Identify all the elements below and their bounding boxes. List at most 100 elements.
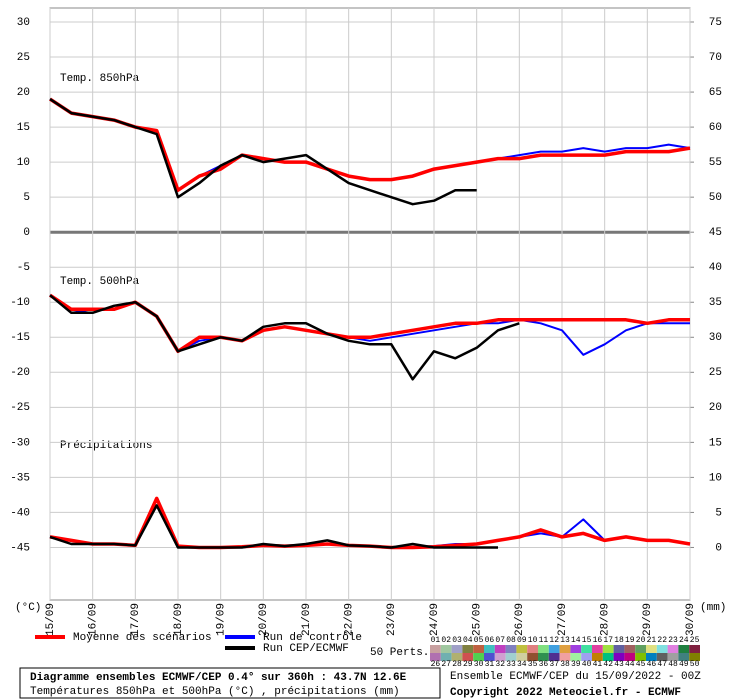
y-tick-label: 25 (17, 52, 30, 64)
x-tick-label: 15/09 (45, 603, 57, 636)
pert-label: 08 (506, 636, 516, 645)
pert-swatch (635, 645, 646, 653)
pert-swatch (430, 653, 441, 661)
pert-label: 29 (463, 660, 473, 669)
pert-swatch (430, 645, 441, 653)
pert-swatch (592, 653, 603, 661)
pert-label: 06 (485, 636, 495, 645)
pert-swatch (646, 645, 657, 653)
x-tick-label: 17/09 (130, 603, 142, 636)
perts-label: 50 Perts. (370, 647, 429, 659)
pert-swatch (548, 645, 560, 653)
pert-swatch (667, 645, 679, 653)
y-tick-label: 10 (17, 157, 30, 169)
pert-swatch (538, 645, 549, 653)
y-axis-label: (°C) (15, 602, 41, 614)
pert-label: 19 (625, 636, 635, 645)
pert-swatch (505, 653, 517, 661)
pert-label: 21 (647, 636, 657, 645)
x-tick-label: 26/09 (514, 603, 526, 636)
y-tick-label: -5 (17, 262, 30, 274)
pert-label: 18 (614, 636, 624, 645)
pert-label: 46 (647, 660, 657, 669)
pert-label: 24 (679, 636, 689, 645)
pert-label: 02 (441, 636, 451, 645)
panel-label: Temp. 850hPa (60, 73, 140, 85)
y-tick-label: 20 (17, 87, 30, 99)
y-tick-label: -30 (10, 437, 30, 449)
series-line (49, 98, 477, 206)
pert-label: 16 (593, 636, 603, 645)
x-tick-label: 19/09 (216, 603, 228, 636)
y-tick-label: 5 (23, 192, 30, 204)
series-line (49, 504, 498, 549)
pert-label: 17 (603, 636, 613, 645)
x-tick-label: 28/09 (600, 603, 612, 636)
pert-label: 12 (549, 636, 559, 645)
panel-label: Temp. 500hPa (60, 276, 140, 288)
pert-label: 34 (517, 660, 527, 669)
y-tick-label: 0 (23, 227, 30, 239)
pert-swatch (689, 645, 700, 653)
x-tick-label: 24/09 (429, 603, 441, 636)
pert-label: 49 (679, 660, 689, 669)
x-tick-label: 22/09 (344, 603, 356, 636)
panel-label: Précipitations (60, 440, 152, 452)
x-tick-label: 25/09 (472, 603, 484, 636)
pert-swatch (667, 653, 679, 661)
pert-label: 01 (431, 636, 441, 645)
pert-swatch (494, 653, 506, 661)
pert-swatch (473, 645, 484, 653)
pert-label: 15 (582, 636, 592, 645)
y2-axis-label: (mm) (700, 602, 726, 614)
pert-swatch (592, 645, 603, 653)
pert-label: 20 (636, 636, 646, 645)
y-tick-label: 15 (17, 122, 30, 134)
x-tick-label: 16/09 (88, 603, 100, 636)
y-tick-label: 30 (17, 17, 30, 29)
pert-swatch (624, 653, 636, 661)
pert-label: 10 (528, 636, 538, 645)
footer-title: Diagramme ensembles ECMWF/CEP 0.4° sur 3… (30, 672, 407, 684)
y2-tick-label: 70 (709, 52, 722, 64)
x-tick-label: 21/09 (301, 603, 313, 636)
pert-label: 27 (441, 660, 451, 669)
pert-label: 36 (539, 660, 549, 669)
pert-label: 41 (593, 660, 603, 669)
y2-tick-label: 40 (709, 262, 722, 274)
pert-swatch (440, 653, 452, 661)
series-line (49, 294, 520, 381)
legend-label: Run de contrôle (263, 632, 362, 644)
pert-label: 23 (668, 636, 678, 645)
y2-tick-label: 55 (709, 157, 722, 169)
pert-swatch (451, 645, 463, 653)
pert-label: 22 (657, 636, 667, 645)
pert-label: 33 (506, 660, 516, 669)
y-tick-label: -15 (10, 332, 30, 344)
pert-swatch (484, 653, 495, 661)
footer-copyright: Copyright 2022 Meteociel.fr - ECMWF (450, 687, 681, 699)
y2-tick-label: 45 (709, 227, 722, 239)
pert-label: 32 (495, 660, 505, 669)
x-tick-label: 18/09 (173, 603, 185, 636)
y2-tick-label: 5 (715, 507, 722, 519)
plot-area (49, 7, 691, 601)
pert-label: 25 (690, 636, 700, 645)
pert-swatch (559, 653, 571, 661)
pert-swatch (570, 645, 582, 653)
x-tick-label: 29/09 (642, 603, 654, 636)
pert-swatch (484, 645, 495, 653)
y2-tick-label: 30 (709, 332, 722, 344)
pert-label: 42 (603, 660, 613, 669)
pert-swatch (527, 653, 538, 661)
y-tick-label: -45 (10, 542, 30, 554)
y2-tick-label: 10 (709, 472, 722, 484)
footer-run: Ensemble ECMWF/CEP du 15/09/2022 - 00Z (450, 671, 701, 683)
x-tick-label: 27/09 (557, 603, 569, 636)
y2-tick-label: 20 (709, 402, 722, 414)
y-tick-label: -20 (10, 367, 30, 379)
pert-swatch (462, 645, 474, 653)
pert-swatch (581, 645, 592, 653)
pert-label: 03 (452, 636, 462, 645)
y2-tick-label: 75 (709, 17, 722, 29)
